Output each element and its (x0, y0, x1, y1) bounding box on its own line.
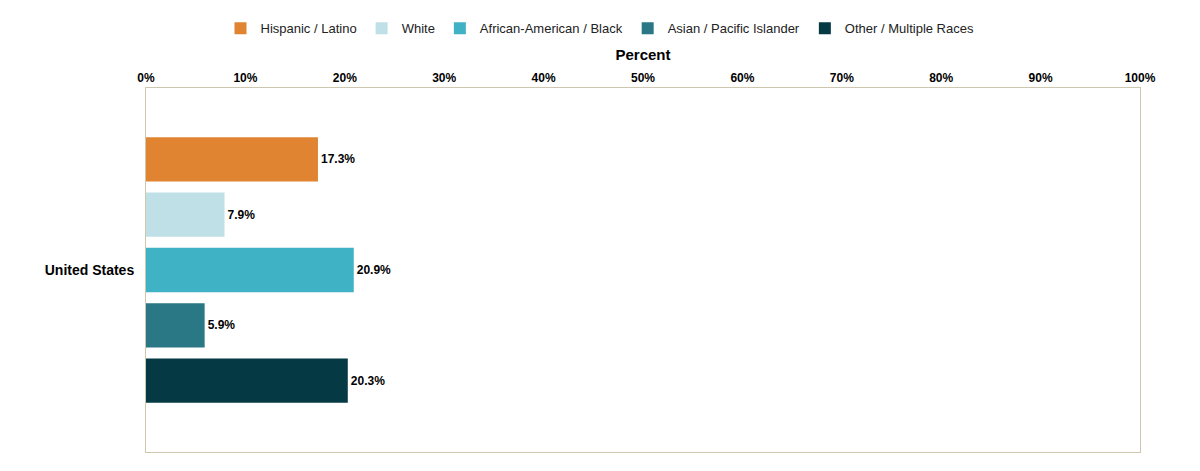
svg-text:30%: 30% (432, 71, 456, 85)
svg-text:20.9%: 20.9% (357, 263, 391, 277)
svg-text:White: White (402, 21, 435, 36)
svg-text:20%: 20% (333, 71, 357, 85)
svg-text:90%: 90% (1029, 71, 1053, 85)
svg-text:Percent: Percent (615, 46, 670, 63)
svg-text:50%: 50% (631, 71, 655, 85)
svg-text:7.9%: 7.9% (228, 208, 256, 222)
svg-text:Other / Multiple Races: Other / Multiple Races (845, 21, 974, 36)
svg-text:17.3%: 17.3% (321, 152, 355, 166)
svg-text:African-American / Black: African-American / Black (480, 21, 623, 36)
svg-text:0%: 0% (137, 71, 155, 85)
svg-text:70%: 70% (830, 71, 854, 85)
svg-text:5.9%: 5.9% (208, 318, 236, 332)
svg-text:20.3%: 20.3% (351, 374, 385, 388)
svg-text:40%: 40% (532, 71, 556, 85)
svg-text:10%: 10% (233, 71, 257, 85)
svg-text:100%: 100% (1125, 71, 1156, 85)
svg-text:Hispanic / Latino: Hispanic / Latino (261, 21, 357, 36)
svg-text:80%: 80% (929, 71, 953, 85)
svg-text:60%: 60% (730, 71, 754, 85)
svg-text:United States: United States (45, 262, 135, 278)
svg-text:Asian / Pacific Islander: Asian / Pacific Islander (668, 21, 800, 36)
